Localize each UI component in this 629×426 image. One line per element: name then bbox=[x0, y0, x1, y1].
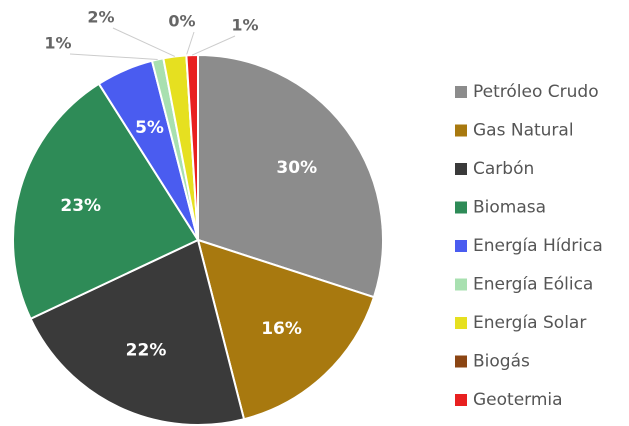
slice-label: 0% bbox=[168, 12, 195, 31]
legend-swatch bbox=[455, 86, 467, 98]
legend-label: Biogás bbox=[473, 352, 530, 372]
legend-label: Energía Hídrica bbox=[473, 236, 603, 256]
legend-swatch bbox=[455, 124, 467, 137]
slice-label: 30% bbox=[276, 158, 317, 178]
leader-line bbox=[191, 35, 236, 56]
slice-label: 2% bbox=[87, 8, 114, 27]
legend-swatch bbox=[455, 201, 467, 214]
legend-swatch bbox=[455, 278, 467, 291]
pie-slice bbox=[29, 238, 246, 426]
legend-swatch bbox=[455, 317, 467, 329]
legend-label: Carbón bbox=[473, 159, 534, 179]
slice-label: 1% bbox=[231, 16, 258, 35]
leader-line bbox=[185, 31, 195, 56]
legend-swatch bbox=[455, 240, 467, 252]
slice-label: 1% bbox=[44, 34, 71, 53]
legend-label: Biomasa bbox=[473, 198, 546, 218]
leader-line bbox=[69, 53, 158, 60]
pie-slice bbox=[12, 82, 200, 321]
pie-slice bbox=[197, 53, 384, 299]
legend-swatch bbox=[455, 394, 467, 406]
legend-label: Geotermia bbox=[473, 390, 563, 410]
slice-label: 5% bbox=[135, 118, 164, 138]
pie-slice bbox=[196, 238, 376, 421]
legend-label: Energía Solar bbox=[473, 313, 586, 333]
leader-line bbox=[112, 27, 176, 57]
legend-swatch bbox=[455, 163, 467, 175]
legend-swatch bbox=[455, 355, 467, 368]
slice-label: 22% bbox=[126, 340, 167, 360]
slice-label: 16% bbox=[261, 319, 302, 339]
legend-label: Petróleo Crudo bbox=[473, 82, 599, 102]
slice-label: 23% bbox=[60, 196, 101, 216]
legend-label: Energía Eólica bbox=[473, 275, 593, 295]
legend-label: Gas Natural bbox=[473, 121, 574, 141]
